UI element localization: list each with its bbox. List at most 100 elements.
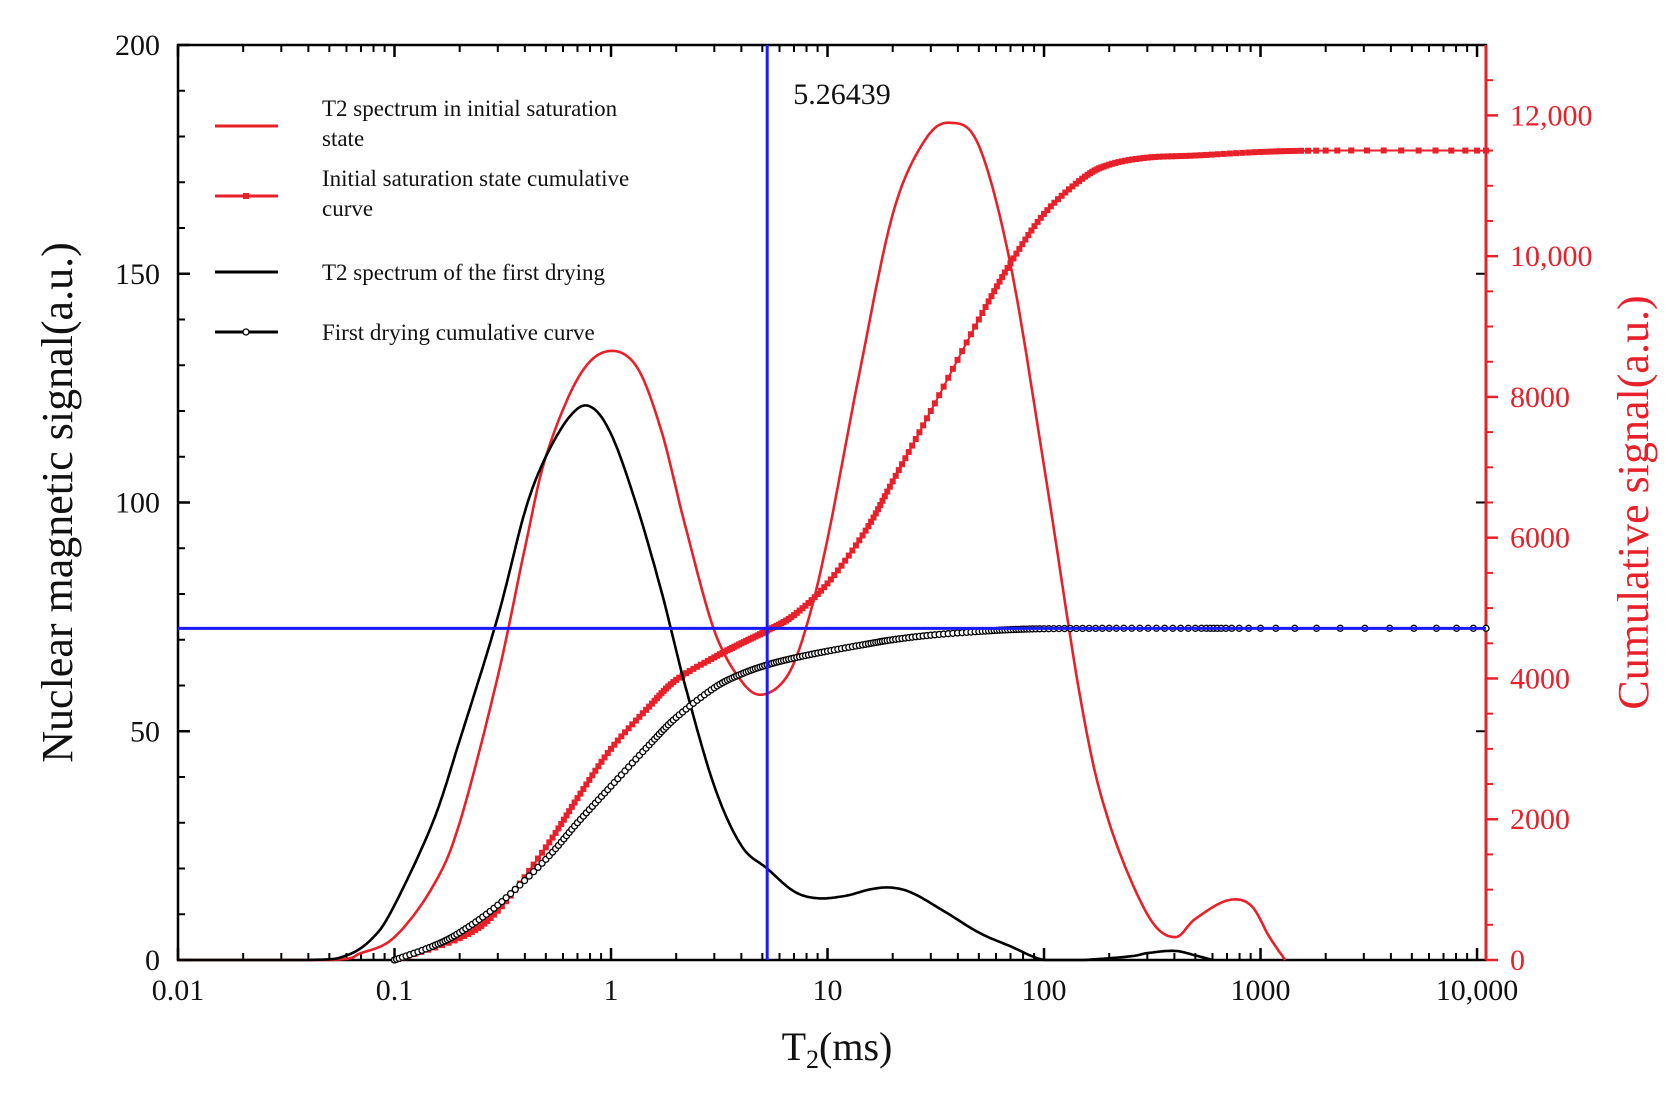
- x-tick-label: 0.01: [152, 974, 205, 1007]
- data-point-marker: [598, 758, 605, 765]
- data-point-marker: [845, 552, 852, 559]
- data-point-marker: [629, 721, 636, 728]
- data-point-marker: [560, 816, 567, 823]
- data-point-marker: [1118, 158, 1125, 165]
- data-point-marker: [886, 483, 893, 490]
- data-point-marker: [1432, 147, 1439, 154]
- data-point-marker: [1182, 152, 1189, 159]
- data-point-marker: [542, 844, 549, 851]
- data-point-marker: [963, 339, 970, 346]
- data-point-marker: [889, 478, 896, 485]
- data-point-marker: [516, 881, 524, 889]
- data-point-marker: [534, 863, 542, 872]
- data-point-marker: [912, 436, 919, 443]
- data-point-marker: [694, 663, 701, 670]
- data-point-marker: [697, 661, 704, 668]
- x-axis-label-sub: 2: [806, 1045, 819, 1074]
- data-point-marker: [534, 855, 541, 862]
- data-point-marker: [979, 310, 986, 317]
- data-point-marker: [614, 737, 621, 744]
- data-point-marker: [456, 935, 463, 942]
- legend-label-cont: curve: [322, 196, 373, 221]
- data-point-marker: [589, 772, 596, 779]
- data-point-marker: [465, 931, 472, 938]
- right-tick-label: 6000: [1510, 522, 1570, 555]
- data-point-marker: [967, 331, 974, 338]
- data-point-marker: [511, 885, 519, 894]
- left-tick-label: 150: [115, 258, 160, 291]
- data-point-marker: [1257, 148, 1264, 155]
- legend-item: T2 spectrum in initial saturation state: [215, 96, 618, 151]
- data-point-marker: [673, 676, 680, 683]
- left-axis-ticks: 0 50 100 150 200: [115, 29, 1486, 977]
- data-point-marker: [865, 523, 872, 530]
- data-point-marker: [1156, 153, 1163, 160]
- data-point-marker: [999, 274, 1006, 281]
- data-point-marker: [1197, 152, 1204, 159]
- left-tick-label: 100: [115, 487, 160, 520]
- data-point-marker: [814, 591, 821, 598]
- data-point-marker: [1233, 150, 1240, 157]
- data-point-marker: [868, 518, 875, 525]
- data-point-marker: [862, 527, 869, 534]
- data-point-marker: [1058, 192, 1065, 199]
- data-point-marker: [1214, 151, 1221, 158]
- data-point-marker: [988, 293, 995, 300]
- data-point-marker: [821, 584, 828, 591]
- data-point-marker: [491, 911, 498, 918]
- data-point-marker: [802, 602, 809, 609]
- data-point-marker: [872, 510, 879, 517]
- data-point-marker: [632, 717, 639, 724]
- data-point-marker: [1129, 156, 1136, 163]
- data-point-marker: [818, 587, 825, 594]
- data-point-marker: [1268, 148, 1275, 155]
- data-point-marker: [927, 408, 934, 414]
- data-point-marker: [478, 922, 485, 929]
- left-tick-label: 50: [130, 715, 160, 748]
- crosshair-annotation: 5.26439: [793, 78, 891, 111]
- data-point-marker: [568, 803, 575, 810]
- data-point-marker: [936, 392, 943, 399]
- data-point-marker: [985, 298, 992, 305]
- data-point-marker: [870, 514, 877, 521]
- data-point-marker: [686, 668, 693, 675]
- data-point-marker: [895, 467, 902, 474]
- data-point-marker: [1448, 147, 1455, 154]
- data-point-marker: [586, 776, 593, 783]
- legend-label: First drying cumulative curve: [322, 320, 595, 345]
- data-point-marker: [604, 750, 611, 757]
- reference-lines: [178, 45, 1486, 960]
- data-point-marker: [618, 733, 625, 740]
- y-axis-right-label: Cumulative signal(a.u.): [1609, 295, 1658, 709]
- x-tick-label: 100: [1022, 974, 1067, 1007]
- data-point-marker: [520, 876, 529, 885]
- data-point-marker: [1013, 250, 1020, 257]
- series-3: [178, 404, 1213, 962]
- data-point-marker: [563, 812, 570, 819]
- legend-label: T2 spectrum in initial saturation: [322, 96, 618, 121]
- data-point-marker: [1334, 147, 1341, 154]
- data-point-marker: [1348, 147, 1355, 154]
- data-point-marker: [1272, 148, 1279, 155]
- x-tick-label: 0.1: [376, 974, 414, 1007]
- data-point-marker: [704, 657, 711, 664]
- series-1: [178, 121, 1287, 962]
- data-point-marker: [701, 659, 708, 666]
- data-point-marker: [831, 572, 838, 579]
- data-point-marker: [1152, 153, 1159, 160]
- data-point-marker: [805, 600, 812, 607]
- legend-item: T2 spectrum of the first drying: [215, 260, 605, 285]
- legend-item: Initial saturation state cumulative curve: [215, 166, 629, 221]
- data-point-marker: [852, 542, 859, 549]
- legend-label-cont: state: [322, 126, 364, 151]
- data-point-marker: [1001, 269, 1008, 276]
- data-point-marker: [1140, 155, 1147, 162]
- data-point-marker: [824, 580, 831, 587]
- data-point-marker: [811, 594, 818, 601]
- data-point-marker: [475, 925, 482, 932]
- data-point-marker: [991, 288, 998, 295]
- data-point-marker: [1281, 148, 1288, 155]
- data-point-marker: [859, 532, 866, 539]
- data-point-marker: [959, 348, 966, 355]
